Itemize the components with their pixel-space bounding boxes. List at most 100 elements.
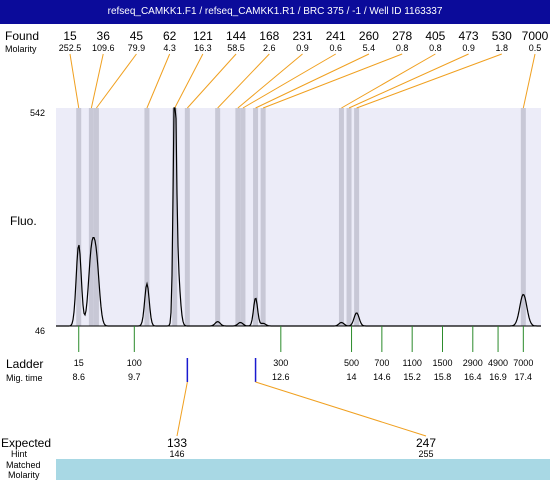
found-molarity: 0.8 bbox=[429, 43, 442, 53]
ladder-mig-time: 12.6 bbox=[272, 372, 290, 382]
molarity-row-bg bbox=[56, 470, 550, 480]
ladder-size: 1100 bbox=[402, 358, 421, 368]
ladder-mig-time: 14.6 bbox=[373, 372, 391, 382]
ladder-mig-time: 8.6 bbox=[72, 372, 85, 382]
expected-size: 247 bbox=[416, 436, 436, 450]
ladder-label: Ladder bbox=[6, 357, 43, 371]
found-size: 45 bbox=[130, 29, 144, 43]
expected-connector bbox=[255, 381, 427, 437]
found-molarity: 2.6 bbox=[263, 43, 276, 53]
ladder-mig-time: 14 bbox=[347, 372, 357, 382]
ladder-mig-time: 15.8 bbox=[434, 372, 452, 382]
found-connector bbox=[237, 53, 303, 109]
found-size: 278 bbox=[392, 29, 412, 43]
found-size: 405 bbox=[425, 29, 445, 43]
found-connector bbox=[174, 53, 204, 109]
found-label: Found bbox=[5, 29, 39, 43]
expected-size: 133 bbox=[167, 436, 187, 450]
matched-label: Matched bbox=[6, 460, 41, 470]
ladder-size: 300 bbox=[273, 358, 288, 368]
found-size: 36 bbox=[97, 29, 111, 43]
ladder-mig-time: 9.7 bbox=[128, 372, 141, 382]
found-molarity: 4.3 bbox=[163, 43, 176, 53]
found-size: 121 bbox=[193, 29, 213, 43]
found-band bbox=[354, 108, 360, 326]
ladder-size: 1500 bbox=[432, 358, 452, 368]
ladder-mig-time: 17.4 bbox=[515, 372, 533, 382]
found-connector bbox=[356, 53, 502, 109]
mig-time-label: Mig. time bbox=[6, 373, 43, 383]
found-size: 62 bbox=[163, 29, 177, 43]
found-molarity: 252.5 bbox=[59, 43, 82, 53]
found-band bbox=[253, 108, 259, 326]
found-band bbox=[184, 108, 190, 326]
ladder-size: 2900 bbox=[463, 358, 483, 368]
molarity-row-label: Molarity bbox=[8, 470, 40, 480]
ladder-mig-time: 16.4 bbox=[464, 372, 482, 382]
found-size: 7000 bbox=[522, 29, 549, 43]
found-connector bbox=[262, 53, 403, 109]
expected-hint: 255 bbox=[418, 449, 433, 459]
found-connector bbox=[96, 53, 137, 109]
ladder-size: 700 bbox=[374, 358, 389, 368]
found-band bbox=[88, 108, 94, 326]
matched-row-bg bbox=[56, 459, 550, 470]
expected-connector bbox=[176, 381, 188, 437]
found-molarity: 16.3 bbox=[194, 43, 212, 53]
found-band bbox=[346, 108, 352, 326]
ladder-mig-time: 16.9 bbox=[489, 372, 507, 382]
found-size: 241 bbox=[326, 29, 346, 43]
found-size: 144 bbox=[226, 29, 246, 43]
found-molarity: 58.5 bbox=[227, 43, 245, 53]
found-connector bbox=[146, 53, 171, 109]
found-molarity: 0.6 bbox=[329, 43, 342, 53]
found-molarity: 0.5 bbox=[529, 43, 542, 53]
found-molarity: 0.9 bbox=[462, 43, 475, 53]
found-size: 473 bbox=[459, 29, 479, 43]
chart-title: refseq_CAMKK1.F1 / refseq_CAMKK1.R1 / BR… bbox=[0, 0, 550, 24]
found-band bbox=[215, 108, 221, 326]
found-molarity: 109.6 bbox=[92, 43, 115, 53]
found-band bbox=[240, 108, 246, 326]
found-band bbox=[338, 108, 344, 326]
found-band bbox=[93, 108, 99, 326]
found-band bbox=[76, 108, 82, 326]
found-molarity: 5.4 bbox=[363, 43, 376, 53]
found-connector bbox=[341, 53, 436, 109]
found-size: 260 bbox=[359, 29, 379, 43]
ladder-mig-time: 15.2 bbox=[403, 372, 421, 382]
found-band bbox=[172, 108, 178, 326]
found-molarity: 0.8 bbox=[396, 43, 409, 53]
found-connector bbox=[242, 53, 336, 109]
found-size: 231 bbox=[292, 29, 312, 43]
found-size: 530 bbox=[492, 29, 512, 43]
found-connector bbox=[522, 53, 536, 109]
plot-background bbox=[56, 108, 541, 326]
found-connector bbox=[348, 53, 469, 109]
found-connector bbox=[90, 53, 104, 109]
y-axis-label: Fluo. bbox=[10, 214, 37, 228]
found-molarity: 0.9 bbox=[296, 43, 309, 53]
found-band bbox=[520, 108, 526, 326]
ladder-size: 100 bbox=[127, 358, 142, 368]
expected-label: Expected bbox=[1, 436, 51, 450]
found-connector bbox=[255, 53, 370, 109]
y-tick-top: 542 bbox=[30, 108, 45, 118]
found-band bbox=[235, 108, 241, 326]
found-band bbox=[260, 108, 266, 326]
found-size: 168 bbox=[259, 29, 279, 43]
ladder-size: 4900 bbox=[488, 358, 508, 368]
found-size: 15 bbox=[63, 29, 77, 43]
found-molarity: 79.9 bbox=[128, 43, 146, 53]
ladder-size: 7000 bbox=[513, 358, 533, 368]
found-connector bbox=[186, 53, 237, 109]
found-band bbox=[144, 108, 150, 326]
ladder-size: 500 bbox=[344, 358, 359, 368]
found-connector bbox=[217, 53, 270, 109]
found-connector bbox=[69, 53, 80, 109]
molarity-label: Molarity bbox=[5, 44, 37, 54]
expected-hint: 146 bbox=[169, 449, 184, 459]
fluorescence-trace bbox=[56, 107, 541, 327]
hint-label: Hint bbox=[11, 449, 28, 459]
